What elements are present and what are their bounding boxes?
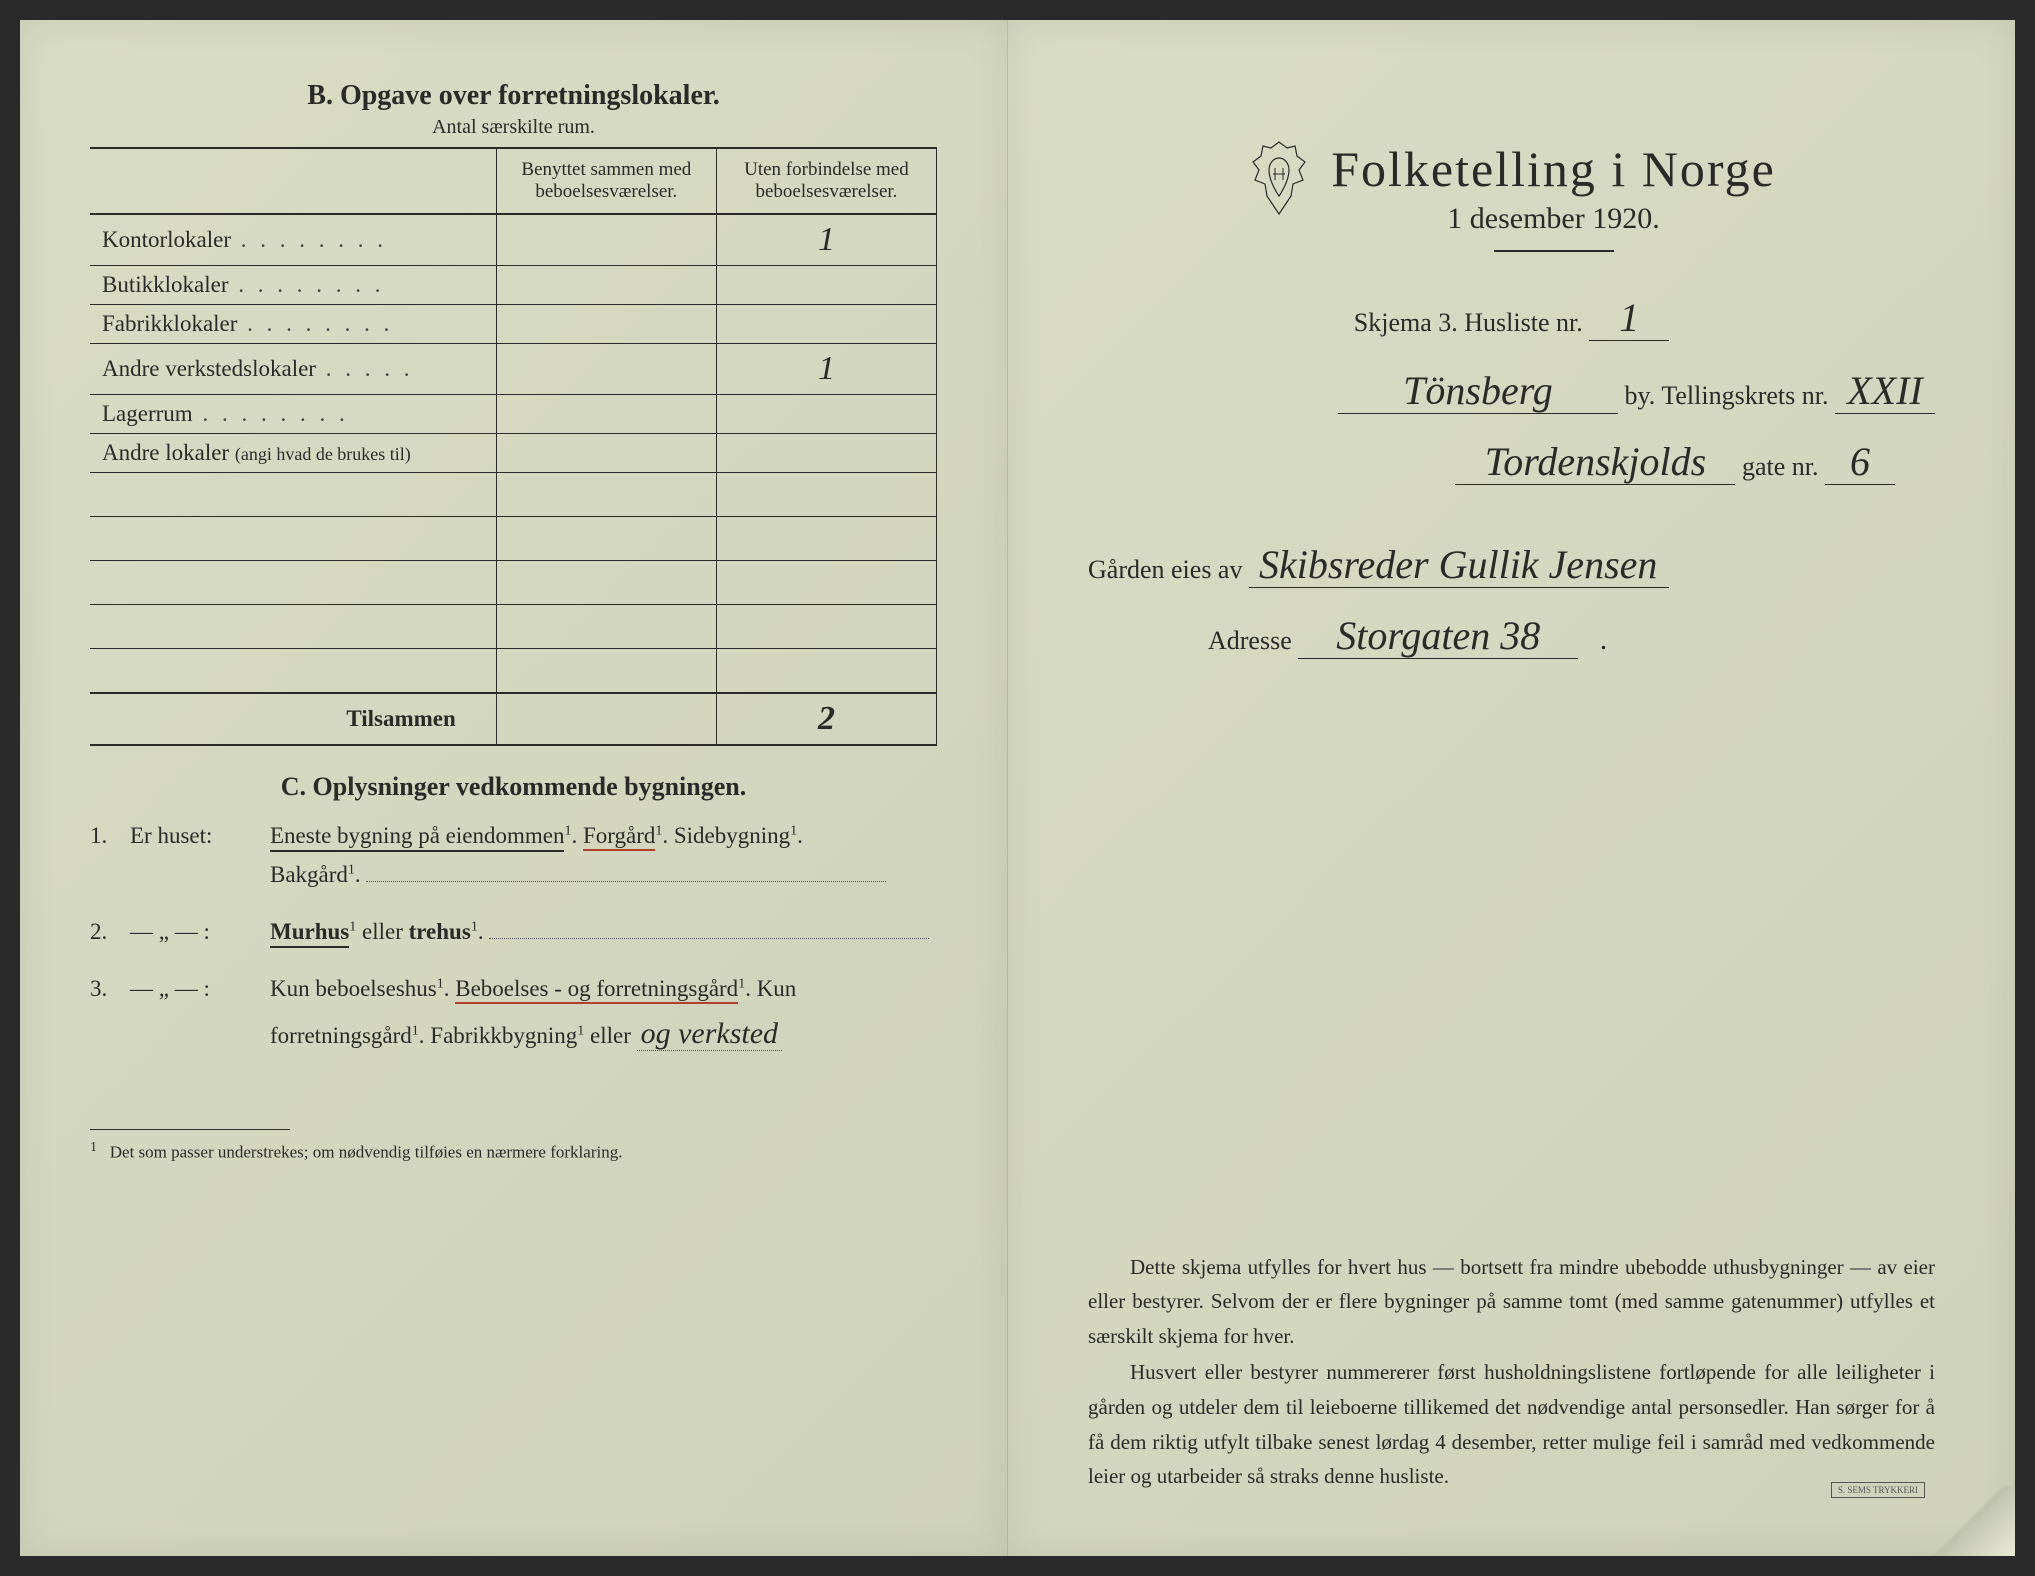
table-row: Andre verkstedslokaler 1 bbox=[90, 344, 937, 395]
question-2: 2. — „ — : Murhus1 eller trehus1. bbox=[90, 912, 937, 951]
title-rule bbox=[1494, 250, 1614, 252]
table-row: Lagerrum bbox=[90, 395, 937, 434]
left-page: B. Opgave over forretningslokaler. Antal… bbox=[20, 20, 1008, 1556]
owner-line: Gården eies av Skibsreder Gullik Jensen bbox=[1088, 545, 1935, 588]
krets-value: XXII bbox=[1835, 371, 1935, 414]
coat-of-arms-icon bbox=[1247, 140, 1311, 220]
husliste-nr-value: 1 bbox=[1589, 298, 1669, 341]
question-1: 1. Er huset: Eneste bygning på eiendomme… bbox=[90, 816, 937, 894]
table-row: Andre lokaler (angi hvad de brukes til) bbox=[90, 434, 937, 473]
section-b-subtitle: Antal særskilte rum. bbox=[90, 116, 937, 139]
owner-value: Skibsreder Gullik Jensen bbox=[1249, 545, 1669, 588]
printer-stamp: S. SEMS TRYKKERI bbox=[1831, 1482, 1925, 1498]
business-premises-table: Benyttet sammen med beboelsesværelser. U… bbox=[90, 147, 937, 746]
instructions-block: Dette skjema utfylles for hvert hus — bo… bbox=[1088, 1250, 1935, 1496]
table-row bbox=[90, 473, 937, 517]
right-page: Folketelling i Norge 1 desember 1920. Sk… bbox=[1008, 20, 2015, 1556]
by-line: Tönsberg by. Tellingskrets nr. XXII bbox=[1088, 371, 1935, 414]
address-value: Storgaten 38 bbox=[1298, 616, 1578, 659]
section-b-title: B. Opgave over forretningslokaler. bbox=[90, 80, 937, 112]
census-date: 1 desember 1920. bbox=[1331, 202, 1776, 236]
main-title: Folketelling i Norge bbox=[1331, 140, 1776, 198]
document-spread: B. Opgave over forretningslokaler. Antal… bbox=[20, 20, 2015, 1556]
table-row: Kontorlokaler 1 bbox=[90, 214, 937, 266]
street-number-value: 6 bbox=[1825, 442, 1895, 485]
col-header-2: Uten forbindelse med beboelsesværelser. bbox=[716, 148, 936, 214]
table-row bbox=[90, 517, 937, 561]
page-corner-fold bbox=[1925, 1486, 2015, 1556]
skjema-line: Skjema 3. Husliste nr. 1 bbox=[1088, 298, 1935, 341]
table-row bbox=[90, 649, 937, 693]
table-row bbox=[90, 605, 937, 649]
address-line: Adresse Storgaten 38 . bbox=[1088, 616, 1935, 659]
table-row bbox=[90, 561, 937, 605]
street-name-value: Tordenskjolds bbox=[1455, 442, 1735, 485]
footnote: 1 Det som passer understrekes; om nødven… bbox=[90, 1140, 937, 1163]
table-row: Fabrikklokaler bbox=[90, 305, 937, 344]
section-c-title: C. Oplysninger vedkommende bygningen. bbox=[90, 772, 937, 802]
col-header-1: Benyttet sammen med beboelsesværelser. bbox=[496, 148, 716, 214]
city-value: Tönsberg bbox=[1338, 371, 1618, 414]
table-row: Butikklokaler bbox=[90, 266, 937, 305]
sum-row: Tilsammen 2 bbox=[90, 693, 937, 745]
gate-line: Tordenskjolds gate nr. 6 bbox=[1088, 442, 1935, 485]
footnote-rule bbox=[90, 1129, 290, 1130]
question-3: 3. — „ — : Kun beboelseshus1. Beboelses … bbox=[90, 969, 937, 1059]
